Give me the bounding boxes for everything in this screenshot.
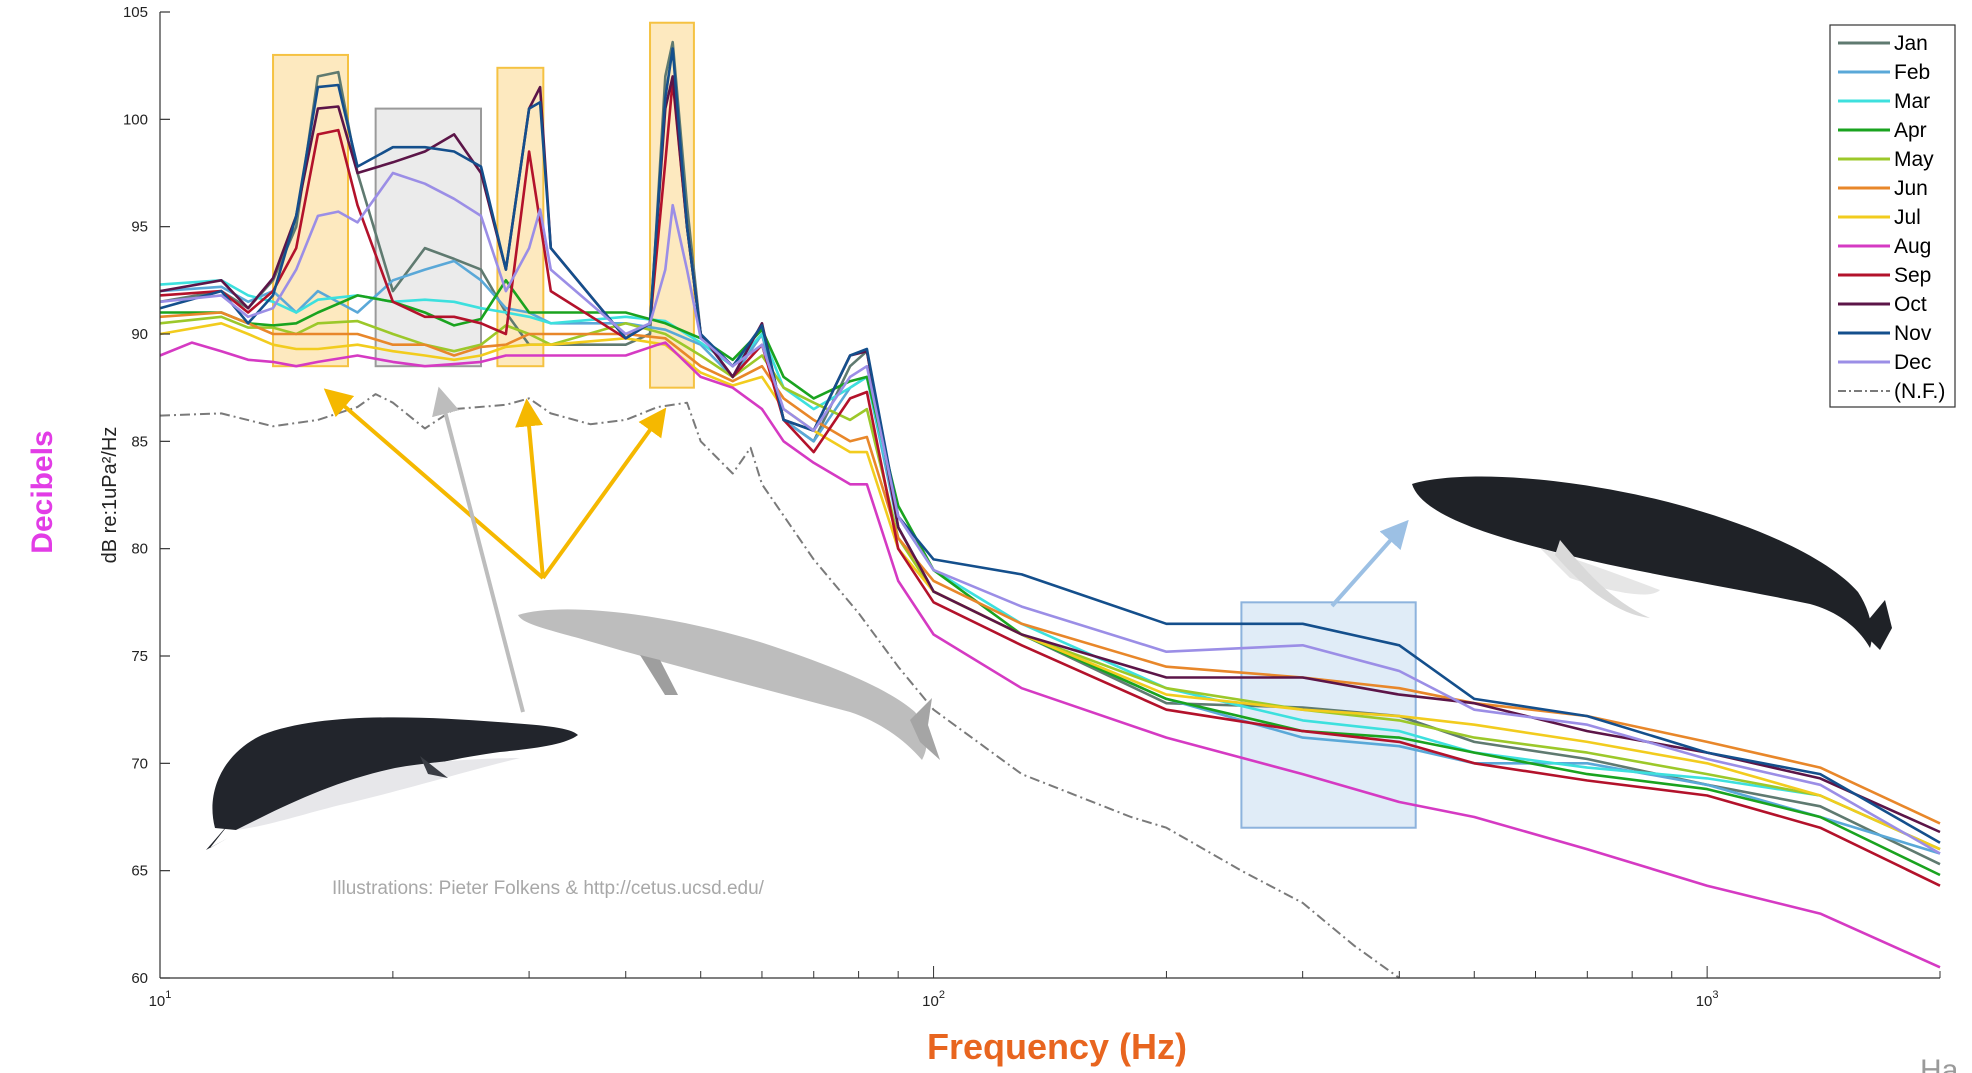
legend-label: Feb (1894, 61, 1930, 84)
series-line-feb (159, 259, 1941, 855)
x-tick-label: 102 (922, 989, 945, 1010)
arrow-fin-1 (323, 388, 545, 580)
y-tick-label: 105 (123, 4, 148, 21)
noise-floor-layer (159, 393, 1400, 979)
y-tick-label: 80 (131, 541, 148, 558)
y-tick-label: 95 (131, 219, 148, 236)
series-line-jul (159, 322, 1941, 851)
legend-label: Sep (1894, 264, 1931, 287)
arrow-fin-3 (541, 407, 667, 580)
y-tick-label: 90 (131, 326, 148, 343)
series-lines (159, 40, 1941, 969)
side-label-decibels: Decibels (26, 430, 59, 553)
legend-label: Apr (1894, 119, 1927, 142)
legend-label: Mar (1894, 90, 1930, 113)
y-tick-label: 100 (123, 111, 148, 128)
legend-label: Jun (1894, 177, 1928, 200)
y-tick-label: 70 (131, 755, 148, 772)
series-line-aug (159, 341, 1941, 969)
arrow-fin-2 (515, 398, 545, 579)
x-axis-title: Frequency (Hz) (927, 1026, 1187, 1067)
corner-text: Ha (1920, 1054, 1959, 1073)
series-line-jun (159, 311, 1941, 825)
series-line-oct (159, 75, 1941, 834)
legend-label: May (1894, 148, 1934, 171)
legend-label: Jan (1894, 32, 1928, 55)
legend-label: Nov (1894, 322, 1932, 345)
y-ticks: 60 65 70 75 80 85 90 95 100 105 (123, 4, 170, 987)
x-ticks: 101 102 103 (149, 966, 1941, 1010)
blue-whale-illustration (518, 609, 940, 760)
x-tick-label: 101 (149, 989, 172, 1010)
arrow-humpback (1330, 519, 1409, 608)
series-line-dec (159, 171, 1941, 855)
legend-label: Jul (1894, 206, 1921, 229)
y-tick-label: 75 (131, 648, 148, 665)
fin-whale-illustration (206, 717, 579, 850)
annotation-arrows (323, 386, 1409, 713)
humpback-whale-illustration (1412, 476, 1892, 650)
legend: Jan Feb Mar Apr May Jun Jul Aug Sep Oct Nov Dec (N.F… (1829, 24, 1956, 408)
y-tick-label: 65 (131, 863, 148, 880)
highlight-box-fin-1 (272, 53, 350, 368)
illustration-credit: Illustrations: Pieter Folkens & http://c… (332, 878, 765, 899)
series-line-nf (159, 393, 1400, 979)
series-line-nov (159, 47, 1941, 844)
axes (159, 12, 1940, 979)
series-line-may (159, 315, 1941, 851)
y-axis-label: dB re:1uPa²/Hz (99, 427, 121, 564)
legend-label: Oct (1894, 293, 1927, 316)
x-tick-label: 103 (1696, 989, 1719, 1010)
legend-label: Aug (1894, 235, 1931, 258)
legend-label: (N.F.) (1894, 380, 1945, 403)
legend-label: Dec (1894, 351, 1931, 374)
y-tick-label: 60 (131, 970, 148, 987)
y-tick-label: 85 (131, 433, 148, 450)
arrow-gray (432, 386, 525, 713)
